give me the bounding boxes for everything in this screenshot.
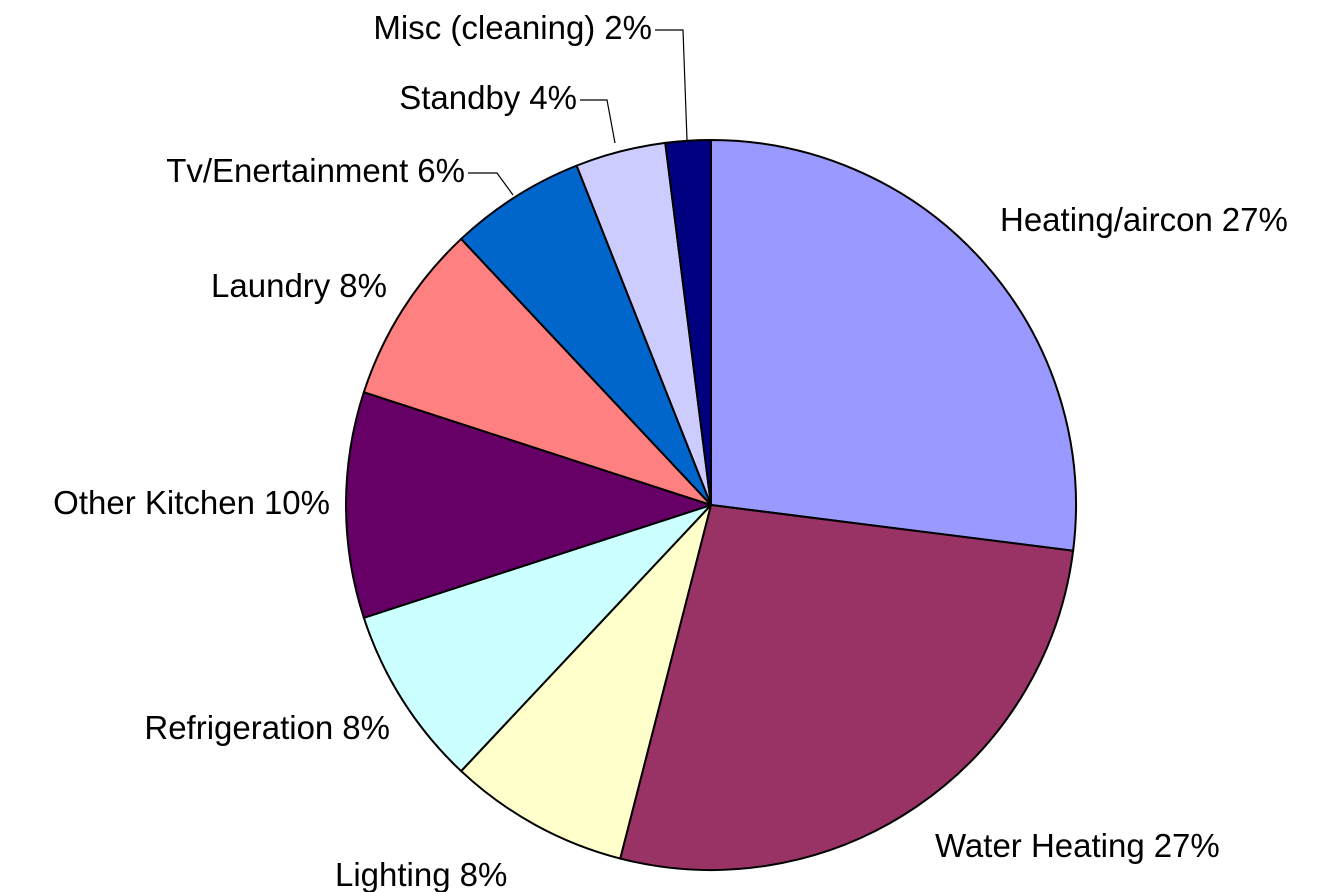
value-label: 27% xyxy=(1154,827,1220,864)
category-name: Standby xyxy=(399,79,521,116)
slice xyxy=(345,390,715,620)
slice-label: Tv/Enertainment 6% xyxy=(166,152,465,189)
slice xyxy=(459,164,712,506)
category-name: Misc (cleaning) xyxy=(373,9,595,46)
category-name: Tv/Enertainment xyxy=(166,152,408,189)
leader-line xyxy=(580,99,616,144)
value-label: 27% xyxy=(1222,201,1288,238)
slice-label: Heating/aircon 27% xyxy=(1000,201,1288,238)
category-name: Heating/aircon xyxy=(1000,201,1213,238)
slice-label: Other Kitchen 10% xyxy=(53,484,330,521)
slice xyxy=(362,504,712,773)
leader-line xyxy=(468,172,514,196)
slice xyxy=(710,138,1077,552)
slice-label: Lighting 8% xyxy=(335,856,507,892)
category-name: Water Heating xyxy=(935,827,1145,864)
value-label: 2% xyxy=(604,9,652,46)
value-label: 10% xyxy=(264,484,330,521)
slice-label: Laundry 8% xyxy=(211,267,387,304)
value-label: 8% xyxy=(339,267,387,304)
slice-label: Standby 4% xyxy=(399,79,577,116)
value-label: 4% xyxy=(529,79,577,116)
value-label: 8% xyxy=(460,856,508,892)
category-name: Refrigeration xyxy=(144,709,333,746)
category-name: Lighting xyxy=(335,856,451,892)
leader-line xyxy=(655,29,688,141)
value-label: 6% xyxy=(417,152,465,189)
slice xyxy=(619,503,1075,871)
category-name: Laundry xyxy=(211,267,331,304)
slice xyxy=(664,138,712,506)
value-label: 8% xyxy=(342,709,390,746)
slice-label: Water Heating 27% xyxy=(935,827,1220,864)
slice-label: Misc (cleaning) 2% xyxy=(373,9,652,46)
slice-label: Refrigeration 8% xyxy=(144,709,390,746)
category-name: Other Kitchen xyxy=(53,484,255,521)
slice xyxy=(362,237,712,506)
slice xyxy=(459,504,712,860)
